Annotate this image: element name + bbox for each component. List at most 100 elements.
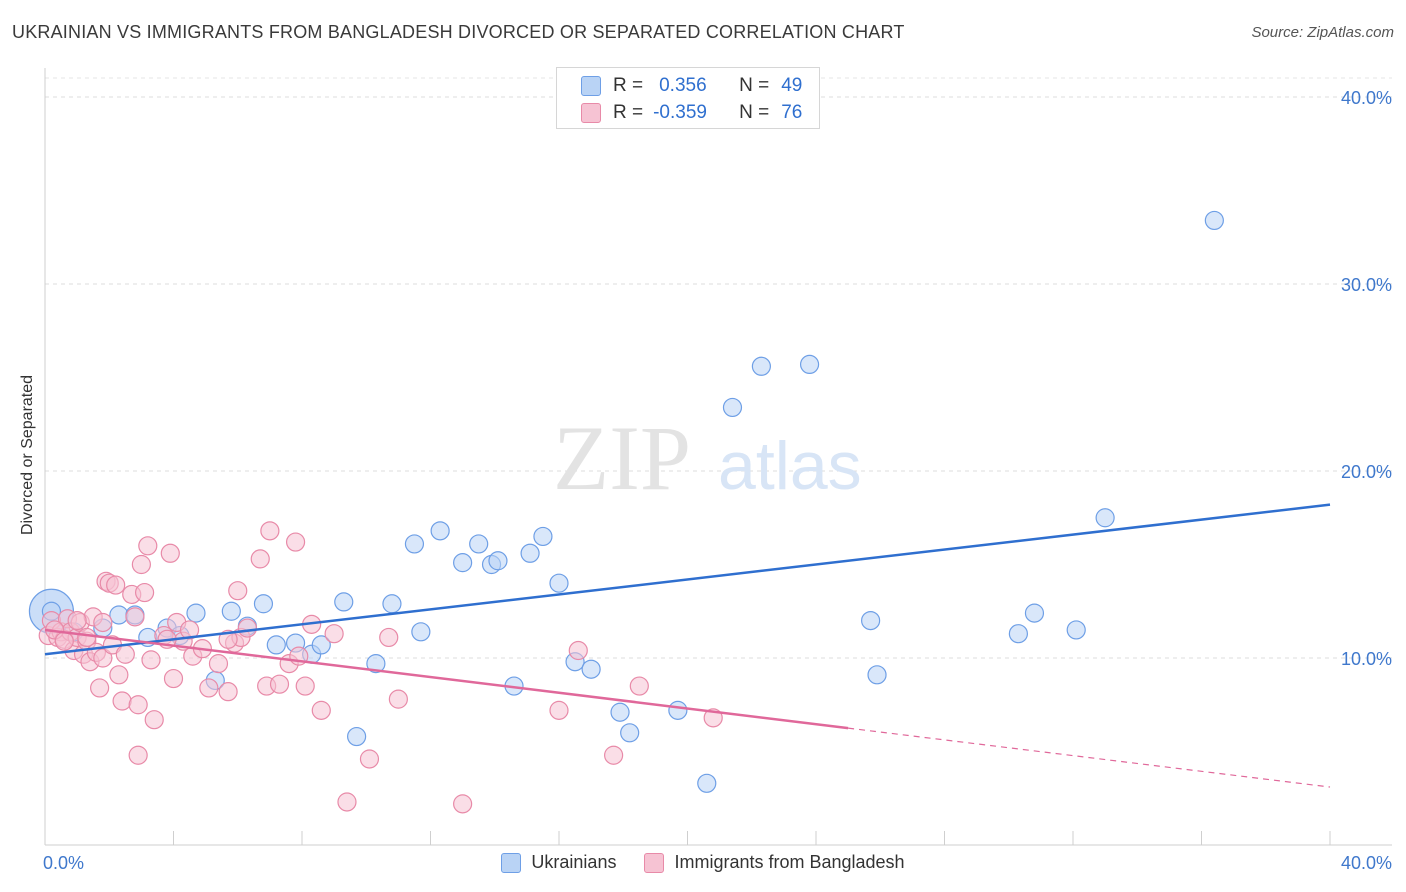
stats-n-label: N =	[739, 75, 770, 96]
point-bangladesh	[134, 582, 155, 603]
point-ukrainians	[549, 573, 569, 593]
point-ukrainians	[311, 635, 331, 655]
point-bangladesh	[337, 792, 357, 812]
watermark: ZIP atlas	[553, 407, 862, 509]
data-points	[28, 210, 1224, 814]
point-bangladesh	[549, 700, 569, 720]
point-ukrainians	[1024, 603, 1045, 623]
point-ukrainians	[1008, 624, 1028, 644]
x-tick-label: 0.0%	[43, 853, 84, 873]
stats-n-value: 49	[781, 75, 803, 96]
point-ukrainians	[610, 702, 630, 722]
point-ukrainians	[668, 700, 688, 720]
point-bangladesh	[138, 536, 158, 556]
point-bangladesh	[379, 627, 399, 648]
point-bangladesh	[604, 745, 624, 765]
point-ukrainians	[1095, 508, 1115, 528]
point-ukrainians	[581, 659, 601, 679]
point-ukrainians	[404, 534, 425, 554]
stats-r-label: R =	[613, 102, 644, 123]
trend-lines	[44, 503, 1331, 788]
point-bangladesh	[228, 581, 248, 601]
x-tick-label: 40.0%	[1341, 853, 1392, 873]
point-ukrainians	[253, 594, 274, 614]
point-bangladesh	[179, 620, 200, 640]
legend-swatch-bangladesh	[644, 852, 665, 873]
point-bangladesh	[311, 700, 331, 720]
stats-r-value: 0.356	[659, 75, 707, 96]
stats-box: R = 0.356 N = 49 R = -0.359 N = 76	[556, 67, 820, 129]
point-ukrainians	[861, 610, 881, 631]
point-ukrainians	[453, 553, 473, 573]
point-bangladesh	[218, 682, 238, 702]
y-tick-label: 10.0%	[1341, 649, 1392, 669]
stats-row-bangladesh: R = -0.359 N = 76	[581, 100, 802, 126]
point-ukrainians	[266, 635, 286, 655]
point-ukrainians	[221, 601, 241, 621]
point-ukrainians	[697, 773, 717, 793]
y-tick-label: 30.0%	[1341, 275, 1392, 295]
point-ukrainians	[186, 603, 206, 623]
legend-item-bangladesh[interactable]: Immigrants from Bangladesh	[644, 852, 905, 873]
watermark-atlas: atlas	[718, 428, 862, 504]
point-ukrainians	[533, 526, 553, 547]
point-bangladesh	[106, 575, 126, 595]
chart-source: Source: ZipAtlas.com	[1251, 24, 1394, 41]
point-ukrainians	[1204, 210, 1224, 231]
stats-n-label: N =	[739, 102, 770, 123]
point-ukrainians	[430, 521, 450, 541]
legend-label-bangladesh: Immigrants from Bangladesh	[674, 852, 905, 872]
point-bangladesh	[324, 624, 344, 644]
point-bangladesh	[295, 676, 315, 696]
point-bangladesh	[109, 665, 129, 685]
stats-n-value: 76	[781, 102, 803, 123]
point-bangladesh	[90, 678, 110, 698]
point-bangladesh	[269, 674, 290, 694]
point-bangladesh	[67, 610, 87, 631]
point-bangladesh	[77, 627, 97, 648]
point-ukrainians	[334, 592, 354, 612]
stats-r-label: R =	[613, 75, 644, 96]
stats-row-ukrainians: R = 0.356 N = 49	[581, 73, 802, 99]
legend-item-ukrainians[interactable]: Ukrainians	[501, 852, 616, 873]
point-ukrainians	[520, 543, 540, 563]
point-ukrainians	[109, 605, 129, 625]
stats-swatch-bangladesh	[581, 103, 601, 123]
point-bangladesh	[260, 521, 280, 541]
point-bangladesh	[93, 612, 113, 633]
point-bangladesh	[163, 668, 184, 689]
point-bangladesh	[208, 654, 229, 674]
point-ukrainians	[382, 594, 402, 614]
point-ukrainians	[469, 534, 489, 554]
point-bangladesh	[453, 794, 473, 814]
stats-r-value: -0.359	[653, 102, 707, 123]
y-tick-label: 20.0%	[1341, 462, 1392, 482]
stats-swatch-ukrainians	[581, 76, 601, 96]
point-ukrainians	[488, 551, 508, 571]
point-bangladesh	[141, 650, 161, 670]
point-bangladesh	[250, 549, 270, 569]
point-bangladesh	[144, 710, 164, 730]
point-ukrainians	[867, 665, 887, 685]
point-ukrainians	[722, 397, 743, 418]
point-bangladesh	[568, 640, 588, 661]
point-bangladesh	[629, 676, 649, 696]
point-ukrainians	[799, 354, 820, 375]
y-tick-labels: 10.0% 20.0% 30.0% 40.0%	[1341, 88, 1392, 669]
point-ukrainians	[620, 723, 640, 743]
point-bangladesh	[131, 554, 151, 575]
point-bangladesh	[388, 689, 408, 709]
point-ukrainians	[366, 654, 386, 674]
point-bangladesh	[112, 691, 132, 711]
point-ukrainians	[1066, 620, 1086, 640]
point-bangladesh	[125, 607, 145, 627]
point-bangladesh	[115, 644, 135, 664]
point-bangladesh	[160, 543, 180, 563]
chart-title: UKRAINIAN VS IMMIGRANTS FROM BANGLADESH …	[12, 22, 905, 42]
axes	[44, 68, 1392, 846]
grid-lines	[45, 77, 1392, 659]
point-bangladesh	[199, 678, 219, 698]
legend-label-ukrainians: Ukrainians	[531, 852, 617, 872]
legend-swatch-ukrainians	[501, 852, 522, 873]
point-ukrainians	[751, 356, 771, 376]
